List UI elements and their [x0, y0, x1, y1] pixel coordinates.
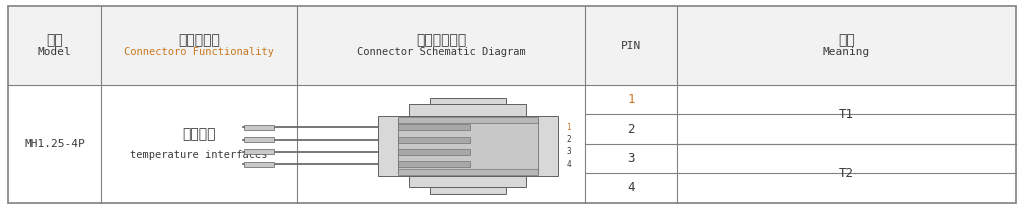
Text: 接插件功能: 接插件功能 — [178, 33, 220, 47]
Bar — [397, 137, 470, 143]
Bar — [8, 85, 1016, 203]
Text: T1: T1 — [839, 108, 854, 121]
Text: 含义: 含义 — [839, 33, 855, 47]
Bar — [397, 162, 470, 167]
Bar — [245, 125, 274, 130]
Bar — [397, 117, 539, 123]
Bar — [397, 169, 539, 175]
Text: 温度接口: 温度接口 — [182, 127, 216, 141]
Text: 3: 3 — [627, 152, 635, 165]
Bar — [410, 176, 526, 187]
Text: 1: 1 — [627, 93, 635, 106]
Bar — [245, 137, 274, 143]
Text: T2: T2 — [839, 167, 854, 180]
Text: Meaning: Meaning — [823, 47, 870, 57]
Text: PIN: PIN — [621, 41, 641, 51]
Text: 型号: 型号 — [46, 33, 62, 47]
Text: 4: 4 — [566, 160, 570, 169]
Text: Connectoro Functionality: Connectoro Functionality — [124, 47, 274, 57]
Bar — [397, 118, 539, 173]
Text: 接插件示意图: 接插件示意图 — [416, 33, 466, 47]
Text: 4: 4 — [627, 181, 635, 195]
Text: temperature interfaces: temperature interfaces — [130, 150, 268, 160]
Bar — [8, 6, 1016, 85]
Bar — [430, 187, 506, 194]
Text: Model: Model — [38, 47, 72, 57]
Bar — [410, 104, 526, 116]
Bar — [378, 116, 558, 176]
Text: Connector Schematic Diagram: Connector Schematic Diagram — [356, 47, 525, 57]
Text: 3: 3 — [566, 147, 570, 156]
Text: 2: 2 — [627, 122, 635, 136]
Bar — [397, 149, 470, 155]
Text: 2: 2 — [566, 135, 570, 144]
Text: 1: 1 — [566, 123, 570, 132]
Bar — [245, 162, 274, 167]
Text: MH1.25-4P: MH1.25-4P — [25, 139, 85, 149]
Bar — [397, 124, 470, 130]
Bar — [430, 98, 506, 104]
Bar — [245, 149, 274, 154]
